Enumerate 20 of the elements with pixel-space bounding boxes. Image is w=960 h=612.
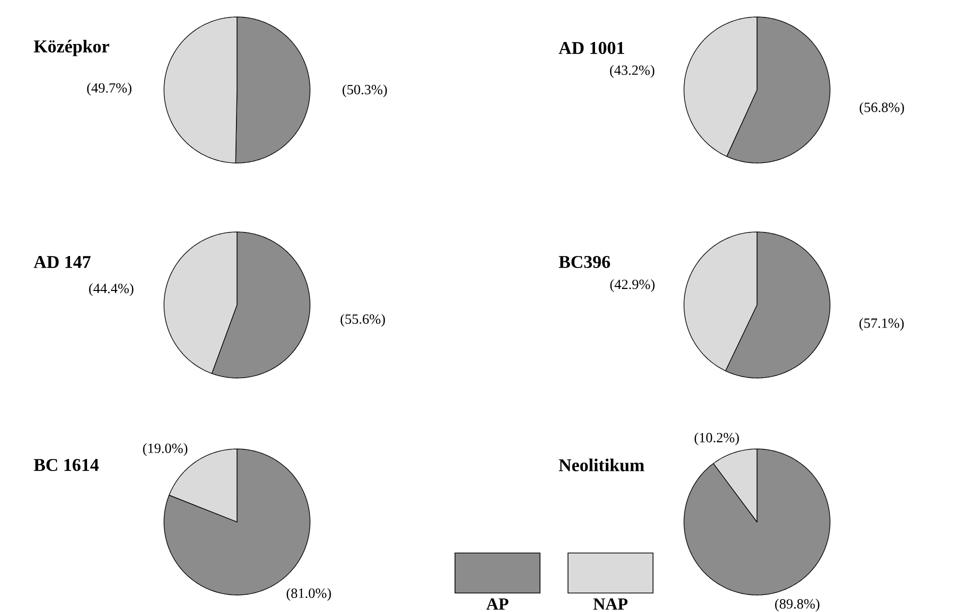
data-label: (55.6%) <box>340 314 385 327</box>
data-label: (19.0%) <box>143 443 188 456</box>
data-label: (57.1%) <box>859 318 904 331</box>
data-label: (50.3%) <box>342 84 387 98</box>
text: AD 1001 <box>558 42 624 54</box>
data-label: (56.8%) <box>860 102 904 115</box>
data-label: (43.2%) <box>610 65 654 78</box>
data-label: (44.4%) <box>89 283 134 296</box>
legend-label: AP <box>486 598 508 610</box>
data-label: (49.7%) <box>87 82 132 96</box>
data-label: (89.8%) <box>775 598 820 612</box>
text: Neolitikum <box>558 458 644 472</box>
text: BC 1614 <box>34 458 99 472</box>
legend-label: NAP <box>593 598 628 610</box>
data-label: (81.0%) <box>286 588 331 601</box>
data-label: (10.2%) <box>694 432 739 446</box>
data-label: (42.9%) <box>610 279 655 292</box>
text: BC396 <box>558 256 610 268</box>
text: Középkor <box>34 40 110 56</box>
text: AD 147 <box>34 256 91 268</box>
